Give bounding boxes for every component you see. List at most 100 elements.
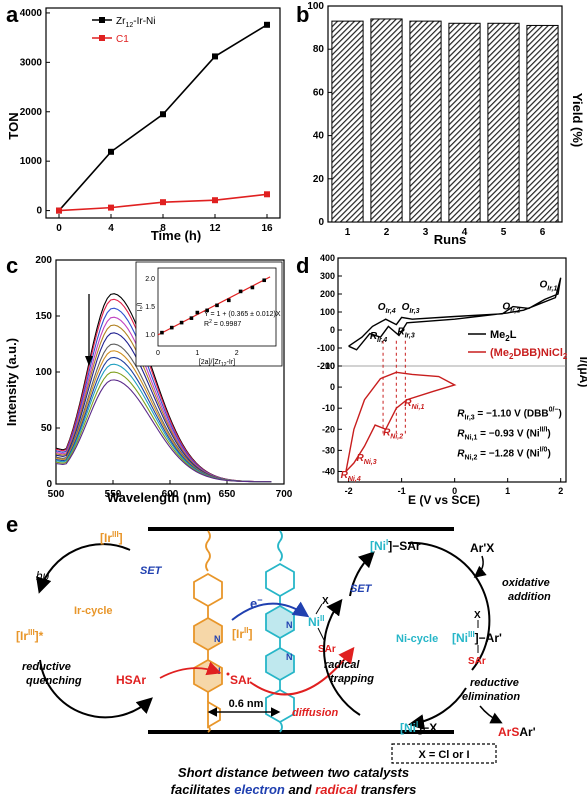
y-tick-label: 4000 bbox=[20, 8, 43, 19]
electron-transfer-arrow bbox=[231, 601, 310, 621]
plot-frame bbox=[337, 257, 567, 483]
x-tick-label: 6 bbox=[540, 227, 546, 238]
y-tick-label: 150 bbox=[35, 311, 52, 322]
x-tick-label: 2 bbox=[558, 486, 563, 496]
y-axis-label: I/(μA) bbox=[577, 357, 587, 388]
y-tick-label: 100 bbox=[35, 367, 52, 378]
potential-annotation: RIr,3 = −1.10 V (DBB0/−) bbox=[457, 407, 562, 422]
x-tick-label: 4 bbox=[108, 223, 114, 234]
peak-label-rni4: RNi,4 bbox=[341, 470, 361, 483]
ni-cycle-arc-topleft bbox=[349, 551, 375, 597]
inset-y-label: I₀/I bbox=[137, 303, 144, 312]
reductive-quenching-1: reductive bbox=[22, 661, 71, 673]
x-tick-label: 3 bbox=[423, 227, 429, 238]
ni-cycle-arc-bottom bbox=[408, 687, 467, 730]
x-tick-label: 12 bbox=[209, 223, 221, 234]
x-tick-label: 8 bbox=[160, 223, 166, 234]
sar-radical-label: SAr bbox=[230, 673, 252, 687]
panel-label-c: c bbox=[6, 253, 19, 278]
yield-axes: 0 20 40 60 80 100 1 2 3 4 5 6 bbox=[307, 1, 563, 238]
reductive-elimination-2: elimination bbox=[462, 691, 520, 703]
inset-frame bbox=[157, 267, 277, 347]
cv-potential-annotations: RIr,3 = −1.10 V (DBB0/−) RNi,1 = −0.93 V … bbox=[457, 407, 562, 462]
hv-label: hυ bbox=[36, 569, 50, 583]
x-tick-label: 600 bbox=[162, 489, 179, 500]
inset-r-squared: R2 = 0.9987 bbox=[204, 319, 241, 328]
product-label: ArSAr' bbox=[498, 725, 536, 739]
inset-x-tick-label: 1 bbox=[195, 350, 199, 357]
y-tick-label: 3000 bbox=[20, 57, 43, 68]
ton-legend: Zr12-Ir-Ni C1 bbox=[92, 16, 155, 45]
y-tick-label-upper: 300 bbox=[320, 271, 335, 281]
legend-label-zr: Zr12-Ir-Ni bbox=[116, 16, 155, 29]
inset-y-tick-label: 2.0 bbox=[145, 276, 155, 283]
legend-label-c1: C1 bbox=[116, 34, 129, 45]
data-point bbox=[212, 197, 218, 204]
ton-axes: 0 4 8 12 16 0 1000 2000 3000 4000 bbox=[20, 7, 281, 234]
panel-label-d: d bbox=[296, 253, 310, 278]
data-point bbox=[160, 111, 166, 118]
reductive-elimination-1: reductive bbox=[470, 677, 519, 689]
panel-label-a: a bbox=[6, 2, 19, 27]
cv-legend: Me2L (Me2DBB)NiCl2 bbox=[468, 329, 568, 361]
oxidative-addition-2: addition bbox=[508, 591, 551, 603]
data-point bbox=[212, 53, 218, 60]
y-tick-label: 0 bbox=[318, 217, 324, 228]
y-tick-label: 50 bbox=[41, 423, 53, 434]
y-tick-label: 80 bbox=[313, 44, 325, 55]
peak-label-o1: OIr,1 bbox=[539, 280, 557, 293]
y-axis-label: TON bbox=[6, 112, 21, 139]
product-arrow bbox=[479, 705, 503, 724]
y-tick-label: 200 bbox=[35, 255, 52, 266]
data-point bbox=[56, 207, 62, 214]
yield-bars bbox=[331, 18, 559, 223]
x-tick-label: 500 bbox=[48, 489, 65, 500]
ton-chart: 0 4 8 12 16 0 1000 2000 3000 4000 Zr12-Ir-Ni C1 T… bbox=[6, 7, 281, 243]
arx-label: Ar'X bbox=[470, 541, 494, 555]
y-tick-label-lower: -30 bbox=[322, 445, 335, 455]
y-tick-label: 0 bbox=[46, 479, 52, 490]
peak-label-o3: OIr,3 bbox=[402, 302, 420, 315]
inset-equation: Y = 1 + (0.365 ± 0.012)X bbox=[204, 311, 281, 318]
inset-y-tick-label: 1.5 bbox=[145, 304, 155, 311]
ni-pyridine-n-top: N bbox=[286, 620, 293, 630]
y-tick-label-upper: 100 bbox=[320, 307, 335, 317]
y-tick-label: 0 bbox=[36, 206, 42, 217]
hsar-arrow bbox=[159, 661, 222, 679]
inset-point bbox=[195, 310, 200, 315]
ni-cycle-arc-right bbox=[407, 541, 491, 671]
legend-label-me2l: Me2L bbox=[490, 329, 517, 343]
y-tick-label-lower: -20 bbox=[322, 424, 335, 434]
inset-point bbox=[227, 298, 231, 303]
x-tick-label: 550 bbox=[105, 489, 122, 500]
y-axis-label: Intensity (a.u.) bbox=[4, 338, 19, 426]
x-tick-label: 2 bbox=[384, 227, 390, 238]
data-point bbox=[264, 191, 270, 198]
y-axis-label: Yield (%) bbox=[570, 93, 585, 147]
mechanism-diagram: N N N N [IrIII] hυ [IrIII]* Ir-cycle SET… bbox=[16, 527, 551, 764]
ni3-x-label: X bbox=[474, 610, 481, 621]
inset-point bbox=[179, 320, 184, 325]
inset-point bbox=[189, 316, 194, 320]
ir-cycle-arc-top bbox=[36, 543, 131, 594]
peak-label-r3: RIr,3 bbox=[397, 327, 414, 340]
y-tick-label-lower: 0 bbox=[330, 382, 335, 392]
ni3-label: [NiIII]−Ar' bbox=[452, 630, 502, 645]
bar bbox=[331, 20, 364, 223]
oxidative-addition-1: oxidative bbox=[502, 577, 550, 589]
fluorescence-axes: 500 550 600 650 700 0 50 100 150 200 bbox=[35, 255, 292, 500]
ir2-label: [IrII] bbox=[232, 626, 252, 641]
fluorescence-spectra bbox=[55, 293, 272, 483]
bar bbox=[448, 22, 481, 223]
cv-trace-nicl2 bbox=[345, 371, 457, 472]
bar bbox=[370, 18, 403, 223]
x-tick-label: 1 bbox=[345, 227, 351, 238]
data-point bbox=[108, 148, 114, 155]
spectrum-line bbox=[55, 379, 272, 483]
y-tick-label-upper: -100 bbox=[317, 343, 335, 353]
legend-marker-zr bbox=[99, 17, 105, 23]
y-tick-label-lower: -10 bbox=[322, 403, 335, 413]
inset-x-tick-label: 0 bbox=[156, 350, 160, 357]
panel-label-b: b bbox=[296, 2, 310, 27]
y-tick-label: 20 bbox=[313, 174, 325, 185]
